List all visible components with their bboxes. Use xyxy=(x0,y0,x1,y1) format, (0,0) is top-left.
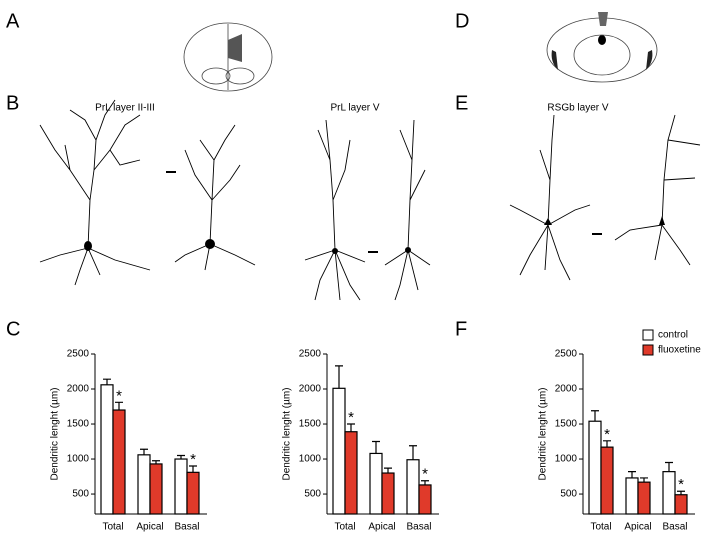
significance-label: * xyxy=(190,451,196,468)
x-tick-label: Apical xyxy=(624,522,651,533)
neuron-drawing xyxy=(39,99,701,301)
bar xyxy=(149,463,163,515)
y-tick-label: 2500 xyxy=(67,349,90,360)
bar xyxy=(369,452,383,515)
error-bar xyxy=(628,471,636,478)
x-tick-label: Total xyxy=(334,522,355,533)
x-tick-label: Basal xyxy=(662,522,687,533)
error-bar xyxy=(140,448,148,455)
y-tick-label: 1000 xyxy=(67,454,90,465)
panel-letter: F xyxy=(455,318,467,340)
significance-label: * xyxy=(116,387,122,404)
bar xyxy=(625,477,639,515)
panel-letter: E xyxy=(455,92,468,114)
y-tick-label: 1000 xyxy=(555,454,578,465)
error-bar xyxy=(189,465,197,473)
y-tick-label: 500 xyxy=(72,489,89,500)
bar xyxy=(662,471,676,515)
y-axis-label: Dendritic lenght (µm) xyxy=(538,387,549,480)
bar xyxy=(406,459,420,515)
neuron-label: PrL layer V xyxy=(330,103,379,114)
error-bar xyxy=(591,410,599,422)
y-tick-label: 500 xyxy=(304,489,321,500)
y-tick-label: 2000 xyxy=(299,384,322,395)
y-tick-label: 2500 xyxy=(299,349,322,360)
x-tick-label: Total xyxy=(590,522,611,533)
bar-chart: Dendritic lenght (µm) 500 1000 1500 2000 2500… xyxy=(538,329,701,533)
y-tick-label: 500 xyxy=(560,489,577,500)
y-tick-label: 2000 xyxy=(67,384,90,395)
neuron-label: RSGb layer V xyxy=(547,103,608,114)
y-tick-label: 1500 xyxy=(67,419,90,430)
bar xyxy=(174,458,188,515)
y-tick-label: 1500 xyxy=(299,419,322,430)
brain-schematic xyxy=(546,12,658,83)
x-tick-label: Apical xyxy=(136,522,163,533)
bar xyxy=(674,494,688,515)
error-bar xyxy=(372,440,380,454)
x-tick-label: Basal xyxy=(174,522,199,533)
significance-label: * xyxy=(348,409,354,426)
error-bar xyxy=(115,401,123,411)
panel-letter: A xyxy=(6,10,20,32)
bar xyxy=(600,446,614,515)
neuron-label: PrL layer II-III xyxy=(95,103,155,114)
legend-swatch xyxy=(642,329,654,341)
bar xyxy=(381,472,395,515)
bar xyxy=(588,420,602,515)
y-tick-label: 1500 xyxy=(555,419,578,430)
error-bar xyxy=(409,445,417,460)
legend-swatch xyxy=(642,344,654,356)
y-tick-label: 1000 xyxy=(299,454,322,465)
significance-label: * xyxy=(678,476,684,493)
error-bar xyxy=(347,423,355,432)
x-tick-label: Basal xyxy=(406,522,431,533)
bar xyxy=(100,384,114,515)
significance-label: * xyxy=(604,426,610,443)
brain-schematic xyxy=(183,22,273,92)
bar xyxy=(112,409,126,515)
y-tick-label: 2000 xyxy=(555,384,578,395)
error-bar xyxy=(103,378,111,385)
x-tick-label: Apical xyxy=(368,522,395,533)
panel-letter: D xyxy=(455,10,469,32)
error-bar xyxy=(603,440,611,448)
bar xyxy=(137,454,151,515)
y-axis-label: Dendritic lenght (µm) xyxy=(282,387,293,480)
bar-chart: Dendritic lenght (µm) 500 1000 1500 2000 2500… xyxy=(50,349,207,533)
x-tick-label: Total xyxy=(102,522,123,533)
bar xyxy=(332,387,346,515)
y-tick-label: 2500 xyxy=(555,349,578,360)
error-bar xyxy=(335,365,343,389)
legend-label: control xyxy=(658,330,688,341)
bar xyxy=(186,471,200,515)
error-bar xyxy=(421,480,429,485)
bar-chart: Dendritic lenght (µm) 500 1000 1500 2000 2500… xyxy=(282,349,439,533)
bar xyxy=(637,481,651,515)
y-axis-label: Dendritic lenght (µm) xyxy=(50,387,61,480)
legend-label: fluoxetine xyxy=(658,345,701,356)
error-bar xyxy=(384,467,392,474)
panel-letter: B xyxy=(6,92,19,114)
bar xyxy=(344,431,358,515)
error-bar xyxy=(640,477,648,483)
error-bar xyxy=(665,461,673,472)
panel-letter: C xyxy=(6,318,20,340)
bar xyxy=(418,484,432,515)
significance-label: * xyxy=(422,466,428,483)
